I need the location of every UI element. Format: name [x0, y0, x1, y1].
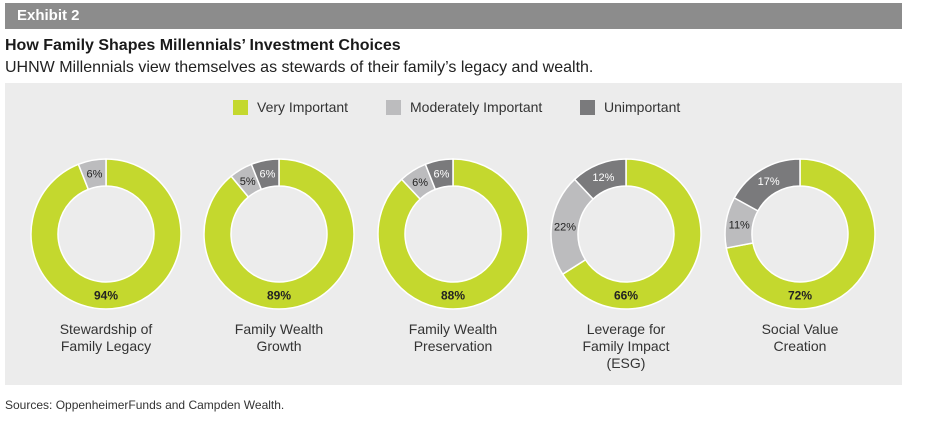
legend-label-unimportant: Unimportant — [604, 99, 681, 115]
legend-label-very-important: Very Important — [257, 99, 349, 115]
donut-chart-2: 89% 5% 6% — [203, 158, 355, 310]
legend-item-very-important: Very Important — [233, 97, 348, 117]
donut-chart-1: 94% 6% — [30, 158, 182, 310]
category-label-line: Growth — [256, 338, 302, 354]
data-label-moderately-important: 22% — [554, 221, 576, 233]
legend-item-moderately-important: Moderately Important — [386, 97, 542, 117]
donut-slice-unimportant — [424, 158, 454, 191]
donut-slice-unimportant — [573, 158, 627, 201]
donut-slice-very-important — [30, 158, 182, 310]
category-label: Family Wealth Growth — [194, 321, 364, 355]
data-label-very-important: 94% — [94, 289, 118, 303]
category-label-line: Social Value — [761, 321, 839, 337]
legend-swatch-unimportant — [580, 99, 595, 115]
donut-slice-unimportant — [250, 158, 280, 191]
data-label-moderately-important: 11% — [729, 219, 750, 231]
donut-slice-very-important — [725, 158, 876, 310]
data-label-unimportant: 6% — [434, 169, 450, 181]
legend-label-moderately-important: Moderately Important — [410, 99, 543, 115]
category-label-line: Family Legacy — [60, 338, 152, 354]
data-label-very-important: 66% — [614, 289, 638, 303]
category-label-line: Stewardship of — [59, 321, 153, 337]
exhibit-header-bar: Exhibit 2 — [5, 3, 902, 29]
data-label-unimportant: 17% — [758, 176, 780, 188]
donut-slice-very-important — [203, 158, 355, 310]
legend-swatch-very-important — [233, 99, 248, 115]
legend-swatch-moderately-important — [386, 99, 401, 115]
donut-slice-very-important — [377, 158, 529, 310]
category-label-line: Preservation — [413, 338, 493, 354]
donut-charts: 94% 6% 89% 5% 6% 88% 6% 6% 66% 22% 12% 72% 11% 17% — [30, 158, 876, 310]
category-label-line: (ESG) — [606, 355, 646, 371]
donut-chart-3: 88% 6% 6% — [377, 158, 529, 310]
donut-chart-4: 66% 22% 12% — [550, 158, 702, 310]
data-label-unimportant: 12% — [592, 172, 614, 184]
category-label-line: Creation — [773, 338, 827, 354]
category-label: Family Wealth Preservation — [368, 321, 538, 355]
data-label-moderately-important: 5% — [240, 176, 256, 188]
category-label: Social Value Creation — [715, 321, 885, 355]
data-label-unimportant: 6% — [260, 169, 276, 181]
category-label: Stewardship of Family Legacy — [21, 321, 191, 355]
data-label-very-important: 88% — [441, 289, 465, 303]
legend: Very Important Moderately Important Unim… — [5, 97, 902, 117]
data-label-moderately-important: 6% — [87, 169, 103, 181]
category-label-line: Family Wealth — [234, 321, 324, 337]
category-label-line: Leverage for — [586, 321, 666, 337]
data-label-moderately-important: 6% — [412, 177, 428, 189]
category-label: Leverage for Family Impact (ESG) — [541, 321, 711, 372]
chart-subtitle: UHNW Millennials view themselves as stew… — [5, 59, 594, 76]
legend-item-unimportant: Unimportant — [580, 97, 680, 117]
chart-panel: Very Important Moderately Important Unim… — [5, 83, 902, 385]
exhibit-label: Exhibit 2 — [17, 7, 80, 24]
data-label-very-important: 89% — [267, 289, 291, 303]
donut-slice-unimportant — [733, 158, 801, 212]
donut-slice-very-important — [561, 158, 702, 310]
donut-slice-moderately-important — [77, 158, 107, 191]
category-label-line: Family Wealth — [408, 321, 498, 337]
donut-chart-5: 72% 11% 17% — [724, 158, 876, 310]
chart-title: How Family Shapes Millennials’ Investmen… — [5, 37, 401, 54]
data-label-very-important: 72% — [788, 289, 812, 303]
source-note: Sources: OppenheimerFunds and Campden We… — [5, 398, 285, 412]
category-label-line: Family Impact — [582, 338, 670, 354]
